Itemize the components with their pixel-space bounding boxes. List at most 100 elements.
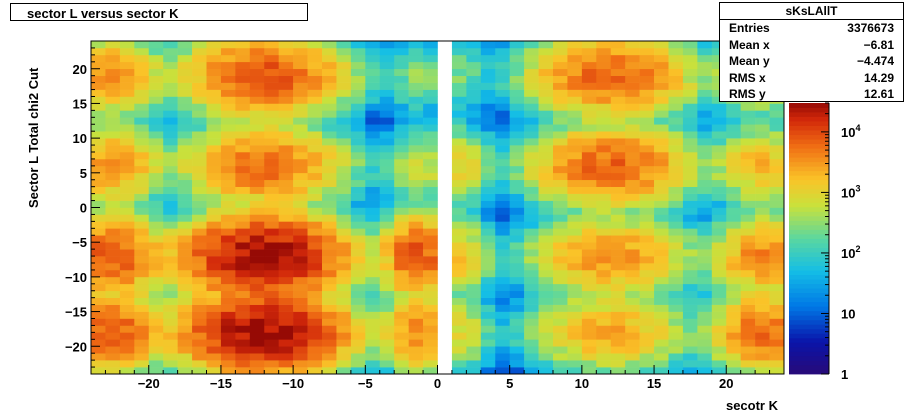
heatmap-cell [379, 193, 395, 201]
heatmap-cell [524, 339, 539, 347]
heatmap-cell [610, 311, 626, 319]
heatmap-cell [192, 186, 207, 194]
heatmap-cell [581, 207, 597, 215]
heatmap-cell [553, 145, 568, 153]
heatmap-cell [365, 158, 381, 167]
heatmap-cell [581, 242, 597, 250]
heatmap-cell [451, 61, 467, 70]
heatmap-cell [322, 290, 337, 298]
heatmap-cell [192, 61, 207, 70]
heatmap-cell [451, 290, 467, 298]
heatmap-cell [755, 124, 770, 132]
heatmap-cell [322, 283, 337, 292]
heatmap-cell [91, 124, 106, 132]
heatmap-cell [581, 96, 597, 104]
colorbar-segment [789, 346, 829, 352]
heatmap-cell [249, 269, 265, 278]
heatmap-cell [192, 41, 207, 49]
heatmap-cell [206, 360, 222, 368]
heatmap-cell [625, 179, 640, 187]
heatmap-cell [177, 131, 193, 139]
heatmap-cell [220, 346, 236, 354]
heatmap-cell [408, 325, 424, 333]
heatmap-cell [466, 131, 482, 139]
heatmap-cell [423, 339, 438, 347]
heatmap-cell [350, 41, 366, 49]
heatmap-cell [220, 89, 236, 97]
heatmap-cell [639, 360, 655, 368]
heatmap-cell [495, 346, 510, 354]
heatmap-cell [553, 96, 568, 104]
colorbar-segment [789, 112, 829, 117]
heatmap-cell [567, 318, 583, 326]
heatmap-cell [553, 117, 568, 125]
heatmap-cell [581, 82, 597, 90]
heatmap-cell [509, 304, 525, 312]
heatmap-cell [682, 103, 698, 111]
heatmap-cell [91, 339, 106, 347]
heatmap-cell [423, 186, 438, 194]
heatmap-cell [134, 325, 150, 333]
heatmap-cell [249, 332, 265, 340]
heatmap-cell [249, 263, 265, 271]
heatmap-cell [365, 138, 381, 146]
heatmap-cell [365, 103, 381, 111]
heatmap-cell [307, 263, 323, 271]
heatmap-cell [451, 339, 467, 347]
heatmap-cell [105, 283, 121, 292]
heatmap-cell [509, 221, 525, 229]
heatmap-cell [639, 138, 655, 146]
heatmap-cell [322, 186, 337, 194]
heatmap-cell [625, 360, 640, 368]
heatmap-cell [625, 269, 640, 278]
heatmap-cell [668, 89, 684, 97]
heatmap-cell [769, 158, 785, 167]
heatmap-cell [148, 117, 164, 125]
heatmap-cell [567, 360, 583, 368]
heatmap-cell [177, 297, 193, 305]
heatmap-cell [668, 332, 684, 340]
heatmap-cell [423, 297, 438, 305]
heatmap-cell [654, 283, 669, 292]
heatmap-cell [596, 304, 612, 312]
heatmap-cell [350, 263, 366, 271]
heatmap-cell [740, 200, 756, 208]
heatmap-cell [278, 47, 294, 56]
heatmap-cell [235, 242, 251, 250]
heatmap-cell [278, 332, 294, 340]
heatmap-cell [668, 311, 684, 319]
heatmap-cell [177, 124, 193, 132]
heatmap-cell [538, 297, 554, 305]
y-tick-label: −20 [65, 339, 87, 354]
heatmap-cell [755, 276, 770, 285]
heatmap-cell [654, 318, 669, 326]
colorbar-segment [789, 197, 829, 203]
heatmap-cell [119, 346, 135, 354]
heatmap-cell [451, 138, 467, 146]
heatmap-cell [163, 186, 178, 194]
heatmap-cell [220, 221, 236, 229]
heatmap-cell [639, 235, 655, 243]
heatmap-cell [581, 61, 597, 70]
heatmap-cell [307, 242, 323, 250]
heatmap-cell [220, 96, 236, 104]
heatmap-cell [581, 165, 597, 174]
heatmap-cell [192, 110, 207, 118]
heatmap-cell [639, 332, 655, 340]
heatmap-cell [466, 138, 482, 146]
heatmap-cell [538, 193, 554, 201]
heatmap-cell [639, 54, 655, 63]
heatmap-cell [192, 200, 207, 208]
heatmap-cell [610, 117, 626, 125]
heatmap-cell [365, 165, 381, 174]
heatmap-cell [553, 221, 568, 229]
x-tick-label: 15 [647, 376, 661, 391]
heatmap-cell [408, 145, 424, 153]
heatmap-cell [654, 235, 669, 243]
heatmap-cell [408, 200, 424, 208]
heatmap-cell [220, 290, 236, 298]
heatmap-cell [105, 165, 121, 174]
heatmap-cell [134, 47, 150, 56]
heatmap-cell [639, 41, 655, 49]
heatmap-cell [134, 283, 150, 292]
